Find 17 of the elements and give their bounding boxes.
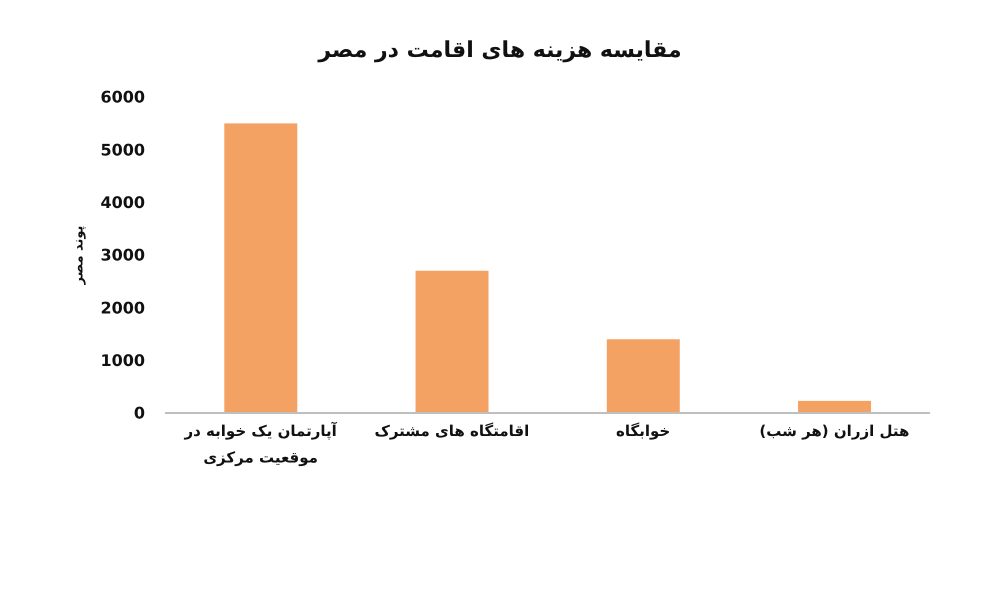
x-tick-label: هتل ازران (هر شب) (759, 422, 910, 440)
bar (416, 270, 489, 413)
bar (606, 339, 680, 413)
x-tick-label: آپارتمان یک خوابه در موقعیت مرکزی (184, 421, 338, 466)
y-tick-label: 6000 (100, 88, 145, 107)
y-tick-label: 1000 (100, 351, 145, 370)
bar (798, 400, 872, 413)
chart-title: مقایسه هزینه های اقامت در مصر (316, 38, 683, 63)
y-tick-label: 2000 (100, 298, 145, 318)
y-tick-label: 0 (134, 404, 145, 423)
x-tick-label: خوابگاه (616, 422, 670, 440)
bar (224, 123, 298, 413)
x-tick-label: اقامتگاه های مشترک (374, 422, 530, 440)
y-axis-title: پوند مصر (72, 226, 86, 286)
y-tick-label: 3000 (100, 246, 145, 265)
y-tick-label: 5000 (100, 140, 145, 160)
y-tick-label: 4000 (100, 193, 145, 212)
